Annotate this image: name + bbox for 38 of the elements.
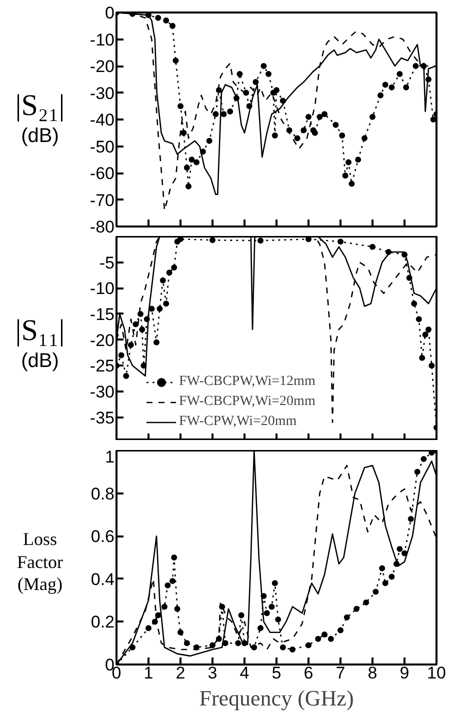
y-tick-label: -40 <box>90 110 115 130</box>
y-axis-title: Loss Factor (Mag) <box>17 528 63 596</box>
x-tick-label: 9 <box>400 664 410 682</box>
y-tick-label: -30 <box>90 382 115 402</box>
y-tick-label: 0.2 <box>90 612 115 632</box>
x-tick-label: 2 <box>176 664 186 682</box>
y-tick-label: 0.4 <box>90 570 115 589</box>
x-tick-label: 10 <box>427 664 446 682</box>
y-tick-label: 0 <box>105 4 115 22</box>
legend-label: FW-CBCPW,Wi=12mm <box>179 374 316 390</box>
y-tick-label: 0.8 <box>90 484 115 504</box>
y-tick-label: -80 <box>90 218 115 236</box>
y-tick-label: -70 <box>90 190 115 210</box>
legend-label: FW-CBCPW,Wi=20mm <box>179 394 316 410</box>
y-tick-label: -10 <box>90 30 115 50</box>
y-tick-label: 1 <box>105 448 115 466</box>
legend-label: FW-CPW,Wi=20mm <box>179 414 297 430</box>
x-tick-label: 3 <box>208 664 218 682</box>
y-tick-label: 0.6 <box>90 527 115 546</box>
y-tick-label: -10 <box>90 279 115 298</box>
y-tick-label: -35 <box>90 408 115 428</box>
y-axis-title: |S₁₁| (dB) <box>15 312 65 374</box>
y-tick-label: -50 <box>90 137 115 156</box>
x-tick-label: 1 <box>144 664 154 682</box>
x-tick-label: 8 <box>368 664 378 682</box>
y-tick-label: -20 <box>90 57 115 76</box>
x-tick-label: 7 <box>336 664 346 682</box>
y-tick-label: -25 <box>90 356 115 376</box>
x-tick-label: 4 <box>240 664 250 682</box>
y-tick-label: -20 <box>90 330 115 350</box>
x-tick-label: 6 <box>304 664 314 682</box>
y-axis-title: |S₂₁| (dB) <box>15 88 65 150</box>
x-axis-title: Frequency (GHz) <box>199 686 354 710</box>
y-tick-label: -15 <box>90 304 115 324</box>
y-tick-label: -60 <box>90 164 115 183</box>
y-tick-label: -30 <box>90 84 115 103</box>
y-tick-label: -5 <box>99 253 115 272</box>
x-tick-label: 5 <box>272 664 282 682</box>
